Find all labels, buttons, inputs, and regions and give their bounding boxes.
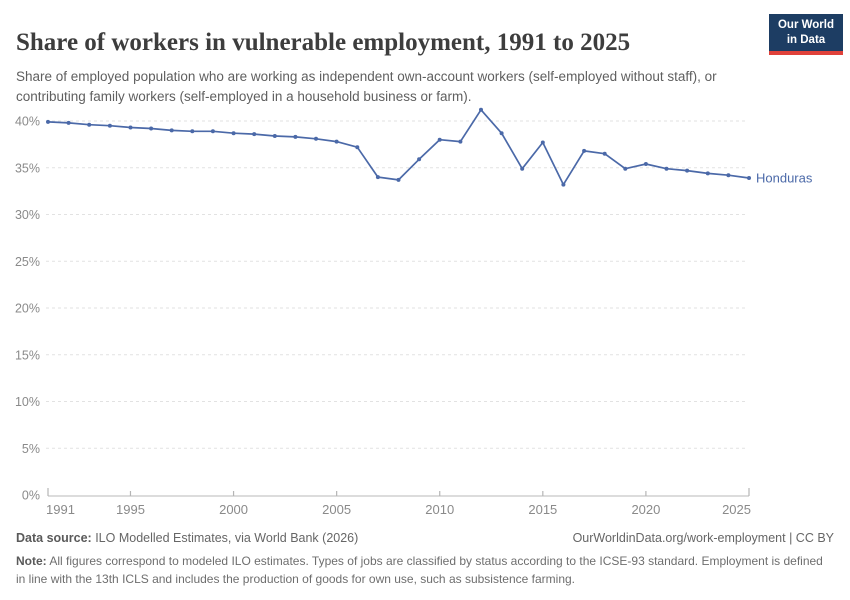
data-source-label: Data source: [16, 531, 92, 545]
data-point-2000 [231, 131, 236, 136]
series-line-honduras [47, 108, 750, 186]
data-point-2008 [396, 177, 401, 182]
x-tick-label-2020: 2020 [631, 502, 660, 517]
data-point-2005 [334, 139, 339, 144]
data-point-2020 [643, 162, 648, 166]
data-source-text: ILO Modelled Estimates, via World Bank (… [91, 531, 359, 545]
x-tick-label-2015: 2015 [528, 502, 557, 517]
gridlines [46, 120, 746, 449]
footer-note: Note: All figures correspond to modeled … [16, 553, 834, 588]
data-point-1992 [66, 120, 71, 125]
data-point-2004 [314, 136, 318, 141]
data-point-1997 [169, 128, 174, 133]
data-point-2025 [747, 176, 751, 180]
y-tick-label-20: 20% [15, 302, 40, 316]
data-point-2016 [561, 182, 566, 187]
chart-subtitle: Share of employed population who are wor… [16, 68, 717, 104]
data-point-2024 [726, 173, 731, 178]
data-point-2010 [437, 137, 442, 142]
data-point-2014 [520, 166, 525, 171]
y-axis: 0% 5% 10% 15% 20% 25% 30% 35% 40% [15, 115, 40, 503]
data-point-2018 [602, 151, 607, 156]
owid-logo-line1: Our World [777, 19, 834, 31]
y-tick-label-40: 40% [15, 115, 40, 129]
note-label: Note: [16, 554, 47, 569]
data-point-1995 [128, 125, 133, 130]
footer-sources-row: Data source: ILO Modelled Estimates, via… [16, 530, 834, 546]
data-point-2009 [417, 157, 422, 162]
series-layer: Honduras [46, 107, 813, 187]
data-point-2001 [252, 132, 257, 137]
data-point-2011 [458, 139, 463, 144]
y-tick-label-10: 10% [15, 395, 40, 409]
data-point-2019 [623, 166, 628, 171]
data-point-2013 [499, 131, 504, 136]
data-point-1994 [107, 123, 112, 128]
owid-logo-line2: in Data [786, 33, 826, 46]
x-tick-label-1991: 1991 [46, 502, 75, 517]
data-source: Data source: ILO Modelled Estimates, via… [16, 530, 358, 546]
x-tick-label-2010: 2010 [425, 502, 454, 517]
data-point-2002 [272, 134, 277, 138]
data-point-2023 [705, 171, 710, 176]
x-tick-label-2000: 2000 [219, 502, 248, 517]
y-tick-label-25: 25% [15, 255, 40, 269]
x-axis: 1991 1995 2000 2005 2010 2015 2020 2025 [46, 488, 751, 517]
data-point-1999 [210, 129, 215, 134]
data-point-1996 [149, 126, 154, 131]
y-tick-label-5: 5% [22, 442, 40, 456]
data-point-2021 [664, 166, 669, 171]
owid-url-link[interactable]: OurWorldinData.org/work-employment | CC … [572, 531, 834, 545]
data-point-2012 [479, 107, 483, 112]
data-point-2022 [685, 168, 690, 173]
y-tick-label-35: 35% [15, 161, 40, 175]
y-tick-label-0: 0% [22, 489, 40, 503]
owid-logo[interactable]: Our World in Data [769, 14, 843, 55]
data-point-2015 [540, 140, 545, 145]
data-point-2003 [293, 134, 298, 139]
data-point-2007 [375, 175, 380, 180]
series-label-honduras: Honduras [756, 171, 813, 186]
data-point-2006 [355, 145, 360, 150]
data-point-1993 [87, 122, 92, 127]
page-title: Share of workers in vulnerable employmen… [16, 28, 631, 56]
y-tick-label-15: 15% [15, 348, 40, 362]
x-tick-label-2025: 2025 [722, 502, 751, 517]
note-text: All figures correspond to modeled ILO es… [16, 554, 823, 586]
data-point-1991 [46, 119, 50, 124]
y-tick-label-30: 30% [15, 208, 40, 222]
x-tick-label-2005: 2005 [322, 502, 351, 517]
chart-footer: Data source: ILO Modelled Estimates, via… [16, 530, 834, 588]
data-point-1998 [190, 129, 195, 134]
x-tick-label-1995: 1995 [116, 502, 145, 517]
data-point-2017 [582, 148, 587, 153]
